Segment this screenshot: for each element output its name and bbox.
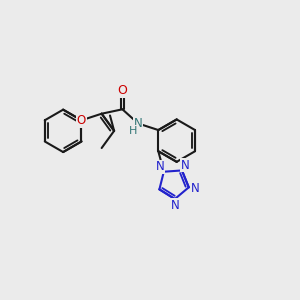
- Text: N: N: [171, 199, 180, 212]
- Text: O: O: [77, 114, 86, 127]
- Text: N: N: [155, 160, 164, 173]
- Text: N: N: [134, 117, 142, 130]
- Text: N: N: [190, 182, 199, 195]
- Text: N: N: [181, 159, 190, 172]
- Text: O: O: [118, 84, 127, 98]
- Text: H: H: [129, 126, 138, 136]
